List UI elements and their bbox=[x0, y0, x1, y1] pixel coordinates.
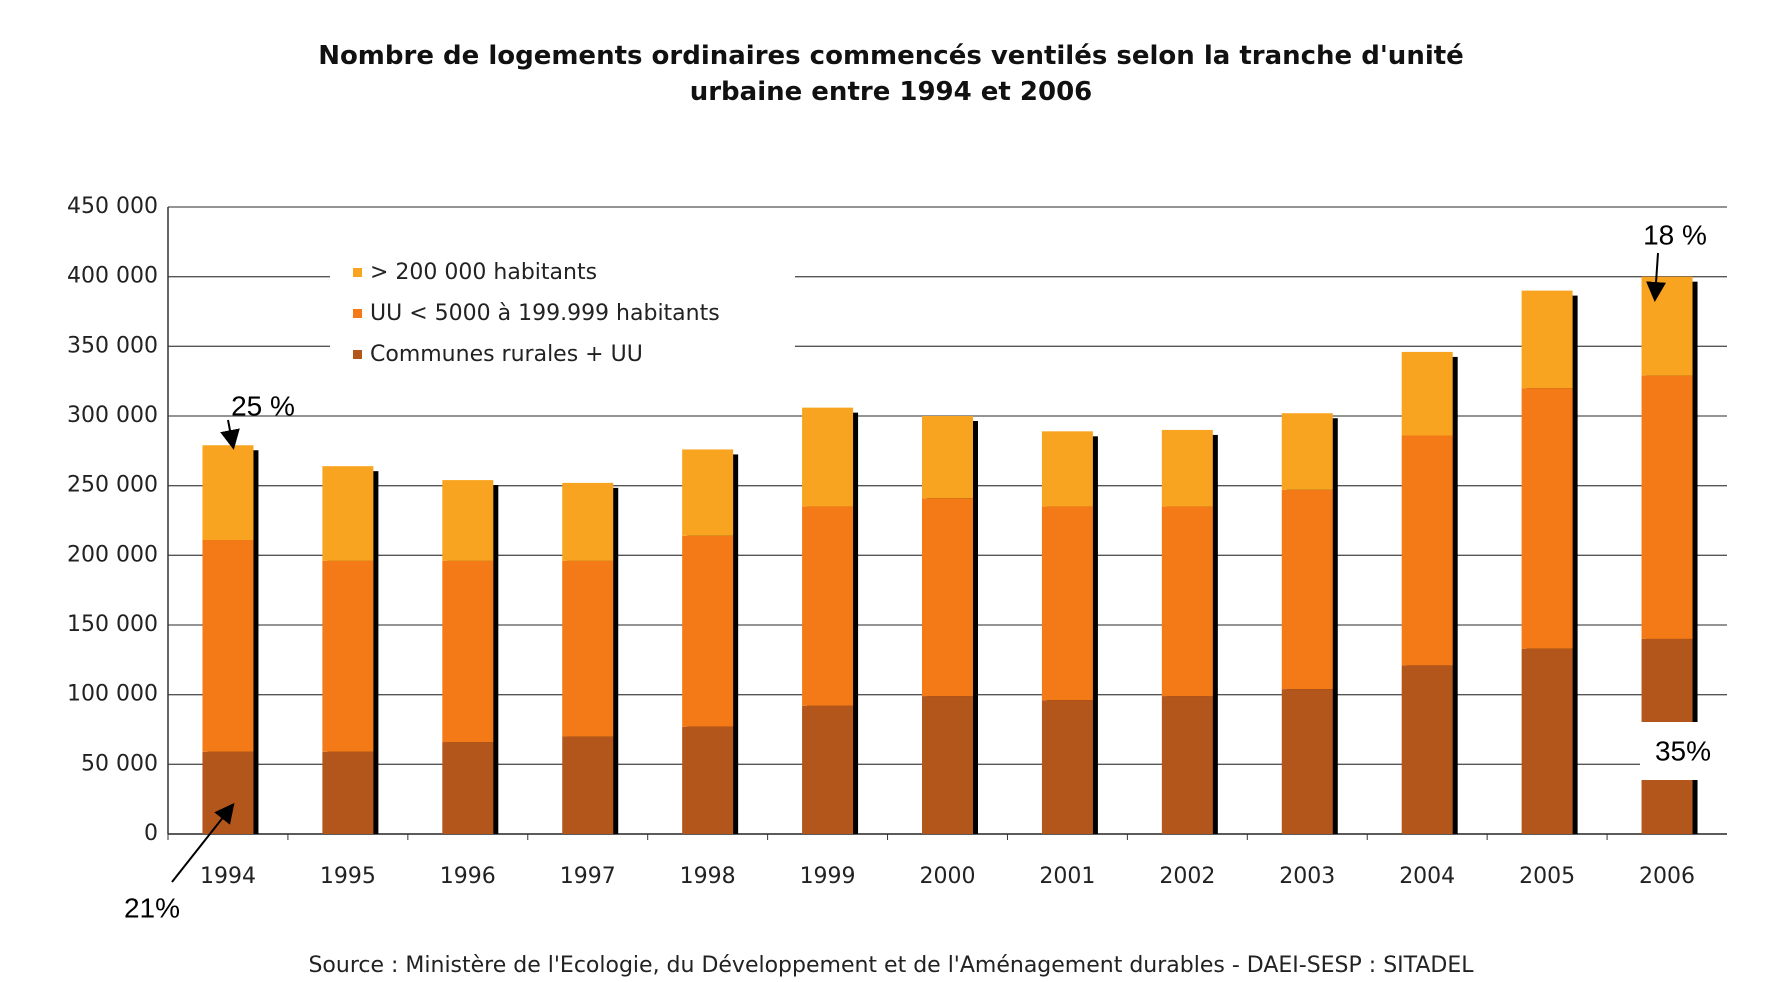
bar-segment bbox=[802, 506, 854, 706]
x-tick-label: 2002 bbox=[1159, 864, 1215, 889]
bar-segment bbox=[922, 416, 973, 499]
y-tick-label: 50 000 bbox=[81, 751, 158, 776]
y-tick-label: 300 000 bbox=[67, 403, 158, 428]
bar-segment bbox=[1041, 506, 1093, 701]
bar-segment bbox=[922, 498, 973, 697]
x-tick-label: 1996 bbox=[440, 864, 496, 889]
y-tick-label: 400 000 bbox=[67, 264, 158, 289]
x-tick-label: 2000 bbox=[920, 864, 976, 889]
source: Source : Ministère de l'Ecologie, du Dév… bbox=[308, 953, 1474, 978]
bar-segment bbox=[1521, 388, 1573, 649]
bar-segment bbox=[682, 726, 734, 834]
legend-label: > 200 000 habitants bbox=[370, 260, 597, 285]
legend-swatch bbox=[353, 268, 362, 277]
legend-swatch bbox=[353, 309, 362, 318]
legend-swatch bbox=[353, 350, 362, 359]
x-tick-label: 1994 bbox=[200, 864, 256, 889]
x-tick-label: 2001 bbox=[1039, 864, 1095, 889]
bar-segment bbox=[442, 742, 494, 834]
bar-segment bbox=[562, 736, 614, 834]
bar-segment bbox=[1401, 351, 1453, 436]
annotation: 18 % bbox=[1643, 219, 1707, 250]
bar-segment bbox=[562, 482, 614, 561]
bar-segment bbox=[682, 535, 734, 727]
bar-segment bbox=[1281, 689, 1333, 834]
x-tick-label: 1998 bbox=[680, 864, 736, 889]
bar-segment bbox=[1161, 506, 1213, 697]
annotation: 35% bbox=[1655, 735, 1711, 766]
annotation-box bbox=[1640, 722, 1727, 780]
bar-segment bbox=[922, 696, 973, 834]
y-tick-label: 450 000 bbox=[67, 194, 158, 219]
bar-segment bbox=[1641, 276, 1693, 376]
bar-segment bbox=[802, 407, 854, 507]
bar-segment bbox=[1401, 435, 1453, 666]
bar-segment bbox=[1641, 375, 1693, 639]
legend-label: Communes rurales + UU bbox=[370, 342, 643, 367]
y-tick-label: 200 000 bbox=[67, 542, 158, 567]
bar-segment bbox=[1161, 696, 1213, 834]
annotation: 21% bbox=[124, 892, 180, 923]
bar-segment bbox=[202, 540, 254, 752]
legend-box bbox=[330, 252, 795, 377]
y-tick-label: 100 000 bbox=[67, 682, 158, 707]
chart-title: Nombre de logements ordinaires commencés… bbox=[318, 41, 1464, 107]
bar-segment bbox=[322, 560, 374, 752]
bar-segment bbox=[202, 751, 254, 834]
arrow bbox=[220, 419, 240, 450]
bar-segment bbox=[802, 705, 854, 834]
bar-segment bbox=[1041, 700, 1093, 834]
y-tick-label: 150 000 bbox=[67, 612, 158, 637]
bar-segment bbox=[322, 466, 374, 561]
x-tick-label: 2003 bbox=[1279, 864, 1335, 889]
bar-segment bbox=[322, 751, 374, 834]
bar-segment bbox=[1161, 429, 1213, 507]
x-tick-label: 2004 bbox=[1399, 864, 1455, 889]
legend-label: UU < 5000 à 199.999 habitants bbox=[370, 301, 720, 326]
bar-segment bbox=[442, 480, 494, 561]
bar-segment bbox=[442, 560, 494, 743]
bar-segment bbox=[1281, 413, 1333, 490]
arrow bbox=[1646, 252, 1667, 302]
bar-segment bbox=[1041, 431, 1093, 507]
bar-segment bbox=[1401, 665, 1453, 834]
annotation: 25 % bbox=[231, 390, 295, 421]
arrow bbox=[171, 802, 235, 883]
x-tick-label: 1999 bbox=[800, 864, 856, 889]
bar-segment bbox=[682, 449, 734, 536]
bar-segment bbox=[1521, 290, 1573, 389]
y-tick-label: 350 000 bbox=[67, 333, 158, 358]
x-tick-label: 1997 bbox=[560, 864, 616, 889]
bar-segment bbox=[1281, 489, 1333, 690]
bar-segment bbox=[562, 560, 614, 737]
bar-segment bbox=[1521, 648, 1573, 834]
y-tick-label: 250 000 bbox=[67, 473, 158, 498]
x-tick-label: 2005 bbox=[1519, 864, 1575, 889]
x-tick-label: 1995 bbox=[320, 864, 376, 889]
y-tick-label: 0 bbox=[144, 821, 158, 846]
bar-segment bbox=[202, 445, 254, 541]
x-tick-label: 2006 bbox=[1639, 864, 1695, 889]
